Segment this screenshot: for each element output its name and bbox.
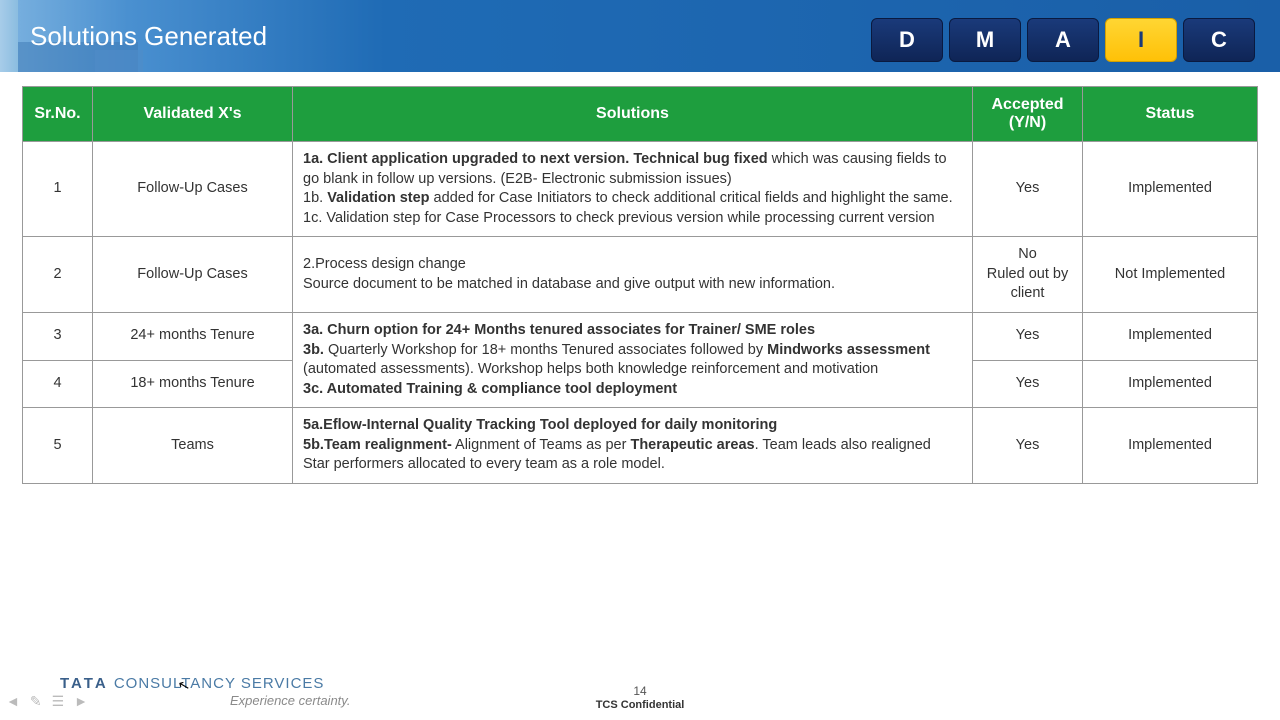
cell-solution: 3a. Churn option for 24+ Months tenured … — [293, 312, 973, 407]
company-tagline: Experience certainty. — [230, 693, 350, 708]
cell-solution: 2.Process design changeSource document t… — [293, 237, 973, 313]
column-header: Solutions — [293, 87, 973, 142]
brand-prefix: TATA — [60, 675, 109, 692]
cell-validated-x: 18+ months Tenure — [93, 360, 293, 408]
cell-status: Implemented — [1083, 408, 1258, 484]
dmaic-tab-d[interactable]: D — [871, 18, 943, 62]
brand-rest: CONSULTANCY SERVICES — [114, 675, 325, 692]
column-header: Validated X's — [93, 87, 293, 142]
dmaic-tab-a[interactable]: A — [1027, 18, 1099, 62]
page-number: 14 — [633, 684, 646, 698]
page-title: Solutions Generated — [30, 21, 267, 52]
cell-accepted: Yes — [973, 408, 1083, 484]
cell-solution: 1a. Client application upgraded to next … — [293, 142, 973, 237]
cell-srno: 2 — [23, 237, 93, 313]
cell-srno: 3 — [23, 312, 93, 360]
dmaic-tabs: DMAIC — [871, 18, 1255, 62]
cell-validated-x: Teams — [93, 408, 293, 484]
slide-header: Solutions Generated DMAIC — [0, 0, 1280, 72]
slide-footer: ◄ ✎ ☰ ► TATA CONSULTANCY SERVICES ↖ Expe… — [0, 672, 1280, 714]
cell-srno: 4 — [23, 360, 93, 408]
cell-validated-x: Follow-Up Cases — [93, 142, 293, 237]
table-row: 5Teams5a.Eflow-Internal Quality Tracking… — [23, 408, 1258, 484]
arrow-left-icon[interactable]: ◄ — [6, 693, 20, 710]
column-header: Status — [1083, 87, 1258, 142]
solutions-table: Sr.No.Validated X'sSolutionsAccepted (Y/… — [22, 86, 1258, 484]
column-header: Sr.No. — [23, 87, 93, 142]
table-header-row: Sr.No.Validated X'sSolutionsAccepted (Y/… — [23, 87, 1258, 142]
cell-accepted: NoRuled out by client — [973, 237, 1083, 313]
table-row: 2Follow-Up Cases2.Process design changeS… — [23, 237, 1258, 313]
cell-accepted: Yes — [973, 312, 1083, 360]
cell-accepted: Yes — [973, 360, 1083, 408]
dmaic-tab-i[interactable]: I — [1105, 18, 1177, 62]
dmaic-tab-c[interactable]: C — [1183, 18, 1255, 62]
company-brand: TATA CONSULTANCY SERVICES — [60, 675, 324, 692]
cell-status: Implemented — [1083, 142, 1258, 237]
cell-srno: 1 — [23, 142, 93, 237]
cell-status: Implemented — [1083, 360, 1258, 408]
table-body: 1Follow-Up Cases1a. Client application u… — [23, 142, 1258, 484]
header-decoration-2 — [95, 50, 143, 72]
cell-solution: 5a.Eflow-Internal Quality Tracking Tool … — [293, 408, 973, 484]
arrow-right-icon[interactable]: ► — [74, 693, 88, 710]
nav-icon-group: ◄ ✎ ☰ ► — [6, 693, 88, 710]
content-area: Sr.No.Validated X'sSolutionsAccepted (Y/… — [0, 72, 1280, 484]
column-header: Accepted (Y/N) — [973, 87, 1083, 142]
cell-srno: 5 — [23, 408, 93, 484]
table-row: 1Follow-Up Cases1a. Client application u… — [23, 142, 1258, 237]
confidential-label: TCS Confidential — [596, 699, 685, 711]
cell-validated-x: Follow-Up Cases — [93, 237, 293, 313]
table-row: 324+ months Tenure3a. Churn option for 2… — [23, 312, 1258, 360]
cell-status: Implemented — [1083, 312, 1258, 360]
pen-icon[interactable]: ✎ — [30, 693, 42, 710]
dmaic-tab-m[interactable]: M — [949, 18, 1021, 62]
cell-validated-x: 24+ months Tenure — [93, 312, 293, 360]
cell-status: Not Implemented — [1083, 237, 1258, 313]
menu-icon[interactable]: ☰ — [52, 693, 65, 710]
cell-accepted: Yes — [973, 142, 1083, 237]
